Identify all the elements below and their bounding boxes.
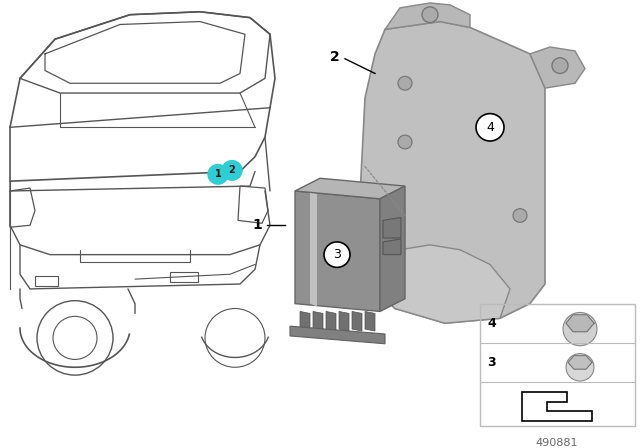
Polygon shape <box>339 311 349 331</box>
Polygon shape <box>295 178 405 199</box>
Text: 4: 4 <box>486 121 494 134</box>
Text: 3: 3 <box>488 356 496 369</box>
Circle shape <box>476 114 504 141</box>
Polygon shape <box>568 356 592 369</box>
Text: 2: 2 <box>228 165 236 176</box>
Text: 2: 2 <box>330 50 340 64</box>
Text: 1: 1 <box>252 218 262 232</box>
Polygon shape <box>352 311 362 331</box>
Polygon shape <box>326 311 336 331</box>
Text: 4: 4 <box>488 317 497 330</box>
Polygon shape <box>383 217 401 238</box>
Text: 3: 3 <box>333 248 341 261</box>
Polygon shape <box>383 239 401 254</box>
Circle shape <box>222 161 242 180</box>
Polygon shape <box>566 314 594 332</box>
Text: 490881: 490881 <box>536 438 579 448</box>
Polygon shape <box>295 191 380 311</box>
Circle shape <box>566 353 594 381</box>
Circle shape <box>563 312 597 346</box>
Polygon shape <box>313 311 323 331</box>
Polygon shape <box>290 326 385 344</box>
Polygon shape <box>310 193 317 306</box>
Circle shape <box>398 77 412 90</box>
Polygon shape <box>385 3 470 30</box>
Polygon shape <box>360 22 545 323</box>
Circle shape <box>422 7 438 22</box>
Circle shape <box>398 135 412 149</box>
Polygon shape <box>365 311 375 331</box>
Circle shape <box>208 164 228 184</box>
Polygon shape <box>522 392 592 421</box>
Circle shape <box>324 242 350 267</box>
Text: 1: 1 <box>214 169 221 179</box>
Polygon shape <box>530 47 585 88</box>
Circle shape <box>552 58 568 73</box>
Circle shape <box>513 209 527 222</box>
Polygon shape <box>300 311 310 331</box>
Polygon shape <box>370 245 510 323</box>
Polygon shape <box>380 186 405 311</box>
